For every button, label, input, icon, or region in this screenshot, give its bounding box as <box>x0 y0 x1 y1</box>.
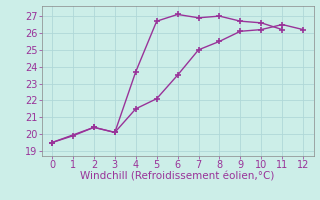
X-axis label: Windchill (Refroidissement éolien,°C): Windchill (Refroidissement éolien,°C) <box>80 172 275 182</box>
